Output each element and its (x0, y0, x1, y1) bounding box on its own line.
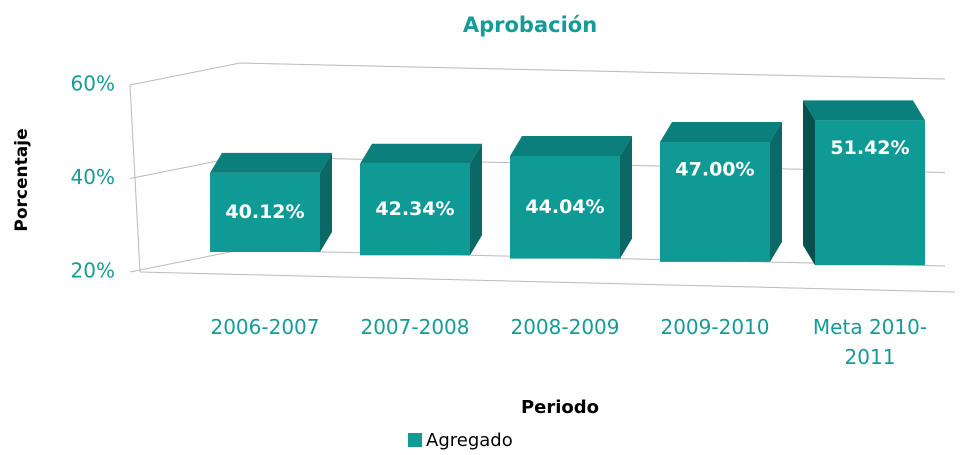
data-label: 44.04% (525, 196, 604, 218)
bar-top (360, 143, 482, 164)
data-label: 47.00% (675, 159, 754, 181)
bar (510, 155, 620, 259)
data-label: 40.12% (225, 201, 304, 223)
floor-edge (139, 271, 956, 293)
bar-side (620, 135, 632, 259)
bar-top (803, 100, 925, 121)
bar-side (470, 143, 482, 256)
bar (660, 142, 770, 262)
y-tick-label: 40% (71, 165, 115, 189)
legend-swatch (408, 433, 422, 447)
chart-title: Aprobación (463, 13, 597, 37)
x-tick-label: 2006-2007 (210, 315, 320, 339)
y-axis-title: Porcentaje (12, 128, 32, 231)
x-tick-label: Meta 2010-2011 (812, 315, 928, 369)
grid-line (129, 62, 946, 86)
data-label: 51.42% (830, 137, 909, 159)
bar-top (660, 122, 782, 143)
wall-edge (129, 84, 141, 273)
data-label: 42.34% (375, 198, 454, 220)
y-tick-label: 20% (71, 259, 115, 283)
bar-side (770, 122, 782, 262)
x-tick-label: 2008-2009 (510, 315, 620, 339)
bar-top (210, 152, 332, 173)
y-tick-label: 60% (71, 72, 115, 96)
bar (815, 120, 925, 266)
x-axis-title: Periodo (521, 397, 599, 418)
bar-side (803, 100, 815, 266)
bar-top (510, 135, 632, 156)
x-tick-label: 2009-2010 (660, 315, 770, 339)
x-tick-label: 2007-2008 (360, 315, 470, 339)
bar (210, 172, 320, 252)
bar-side (320, 152, 332, 252)
legend-label: Agregado (426, 430, 513, 451)
bar (360, 163, 470, 256)
